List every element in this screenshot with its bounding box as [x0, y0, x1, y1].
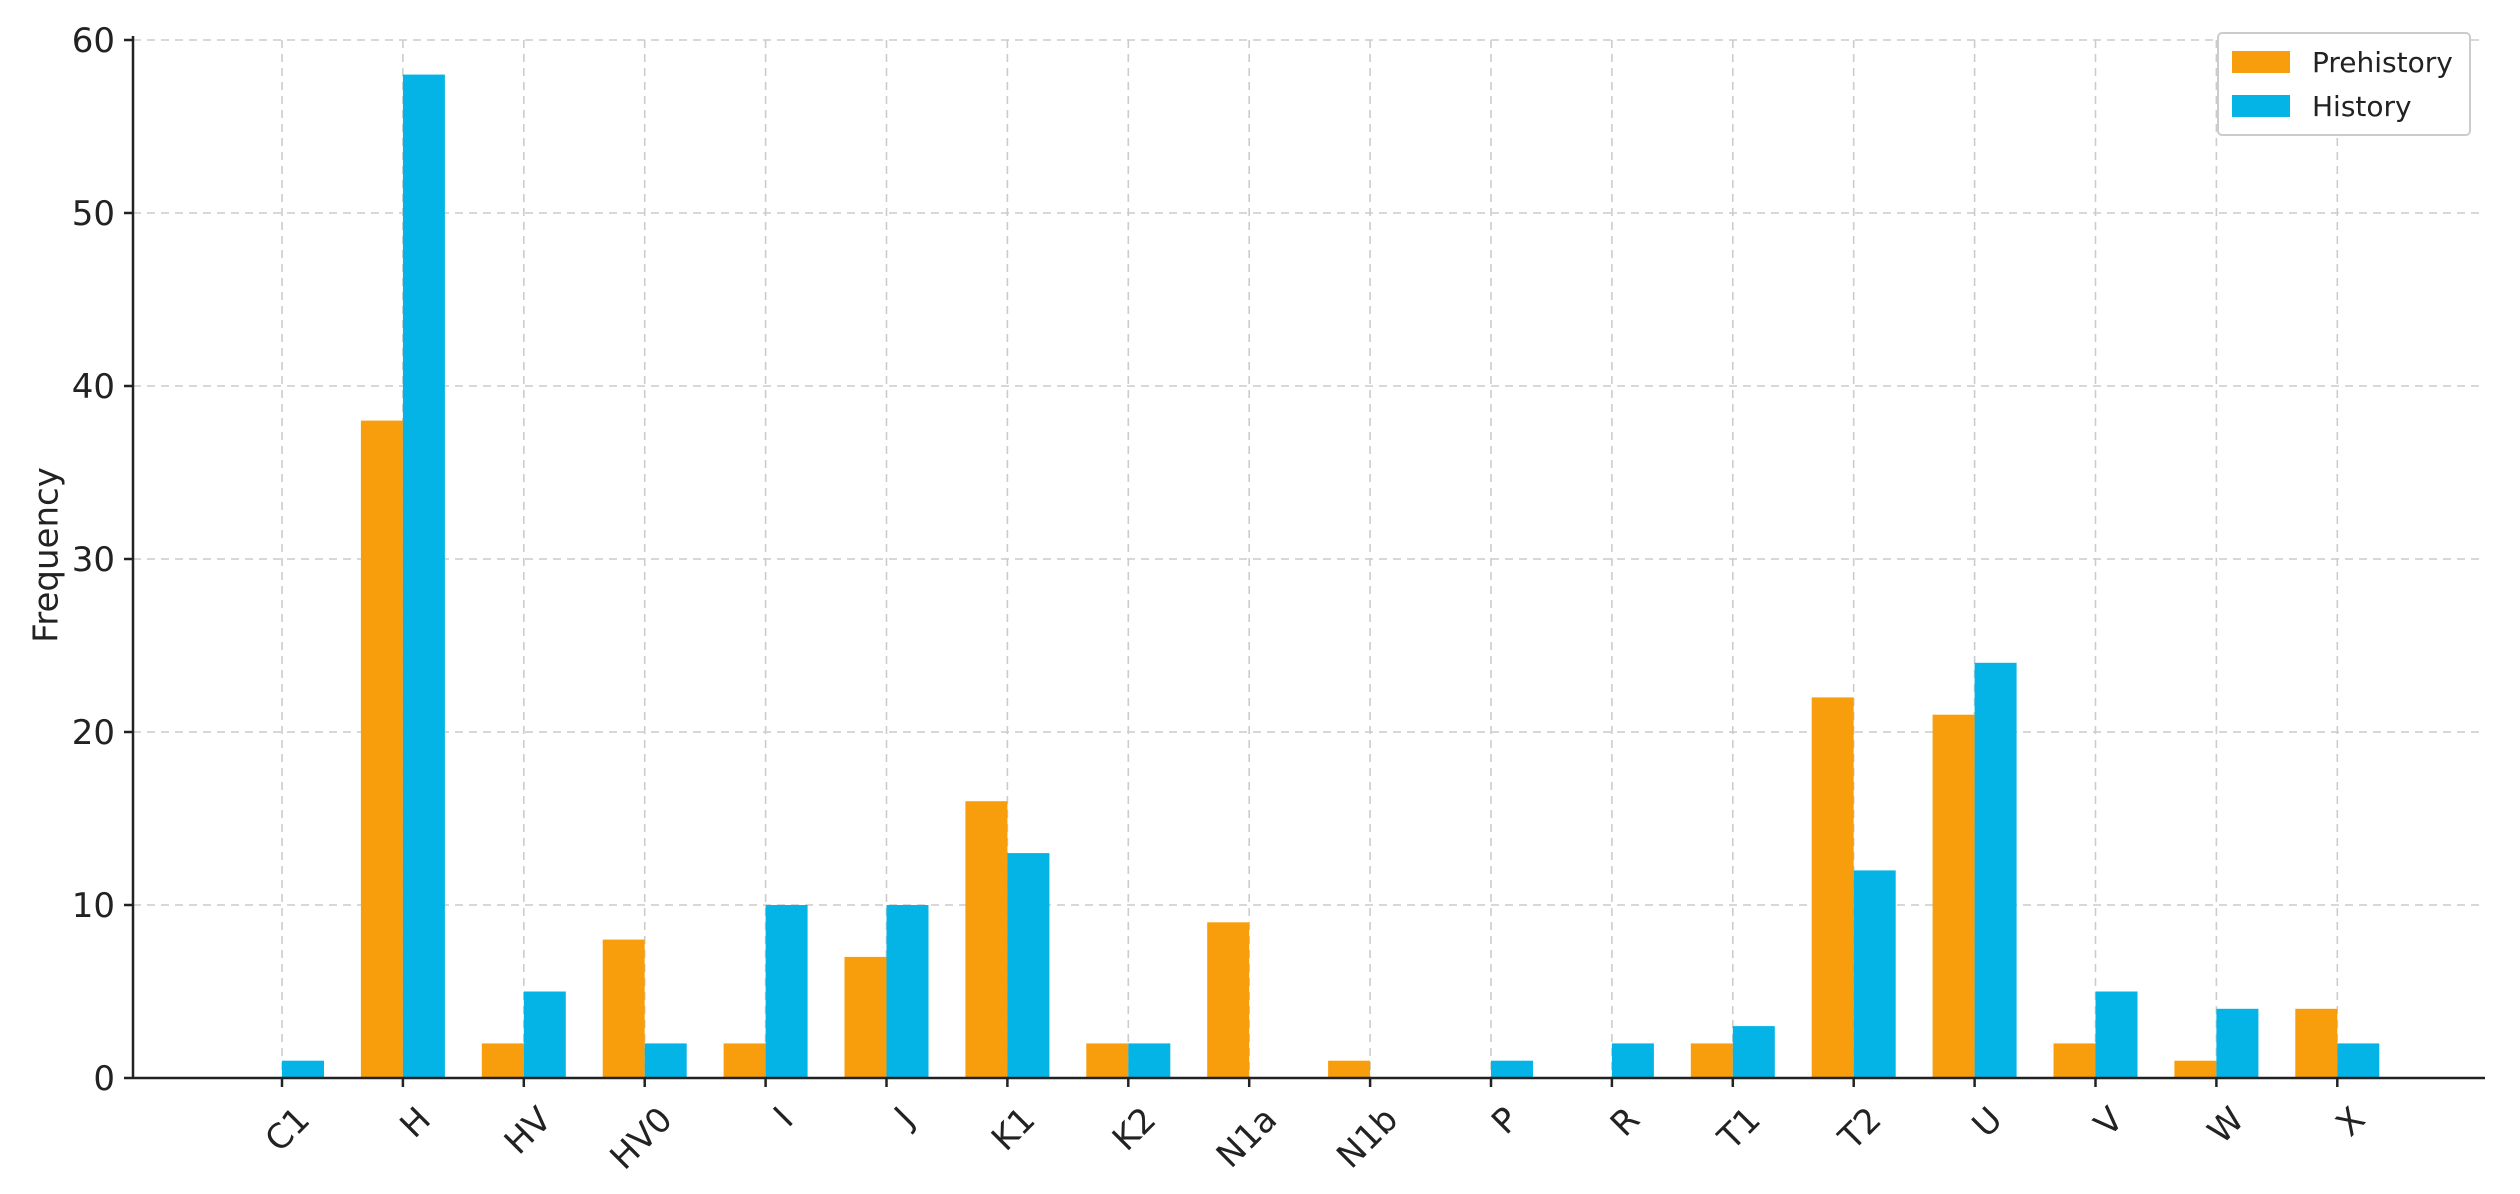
- y-tick-label: 40: [72, 367, 115, 407]
- x-tick-label: N1b: [1329, 1100, 1406, 1177]
- x-ticks: C1 H HV HV0 I J K1 K2 N1a N1b P R T1 T2 U V W X: [258, 1078, 2373, 1178]
- x-tick-label: K1: [984, 1100, 1043, 1159]
- bar-history-w: [2216, 1008, 2259, 1078]
- legend-swatch-history: [2232, 95, 2290, 117]
- bar-history-h: [402, 74, 445, 1079]
- bar-prehistory-k1: [965, 801, 1008, 1078]
- y-tick-label: 20: [72, 713, 115, 753]
- bar-history-hv0: [644, 1043, 687, 1078]
- axes: [131, 36, 2485, 1080]
- bar-history-v: [2095, 991, 2138, 1078]
- bar-history-x: [2337, 1043, 2380, 1078]
- y-ticks: 0 10 20 30 40 50 60: [72, 21, 133, 1099]
- x-tick-label: T1: [1710, 1100, 1769, 1159]
- y-axis-label: Frequency: [27, 467, 67, 643]
- y-tick-label: 60: [72, 21, 115, 61]
- bar-prehistory-w: [2174, 1060, 2217, 1078]
- bar-prehistory-k2: [1086, 1043, 1129, 1078]
- bar-history-i: [765, 905, 808, 1078]
- x-tick-label: J: [886, 1100, 923, 1137]
- bar-prehistory-n1b: [1328, 1060, 1371, 1078]
- bar-history-p: [1491, 1060, 1533, 1078]
- bar-history-c1: [282, 1060, 324, 1078]
- x-tick-label: I: [766, 1100, 801, 1135]
- x-tick-label: X: [2328, 1100, 2373, 1145]
- bar-prehistory-hv0: [602, 939, 645, 1078]
- x-tick-label: U: [1965, 1100, 2011, 1146]
- x-tick-label: C1: [258, 1100, 318, 1160]
- bar-prehistory-x: [2295, 1008, 2338, 1078]
- bar-prehistory-hv: [481, 1043, 524, 1078]
- x-tick-label: HV: [497, 1100, 560, 1163]
- legend-swatch-prehistory: [2232, 51, 2290, 73]
- bars: [282, 74, 2380, 1079]
- bar-prehistory-h: [360, 420, 403, 1079]
- x-tick-label: T2: [1831, 1100, 1890, 1159]
- x-tick-label: HV0: [602, 1100, 680, 1178]
- bar-history-t2: [1853, 870, 1896, 1078]
- x-tick-label: H: [392, 1100, 438, 1146]
- bar-history-j: [886, 905, 929, 1078]
- bar-prehistory-t2: [1811, 697, 1854, 1078]
- bar-history-k1: [1007, 853, 1050, 1078]
- bar-history-hv: [523, 991, 566, 1078]
- bar-prehistory-t1: [1690, 1043, 1733, 1078]
- x-tick-label: V: [2087, 1100, 2132, 1145]
- bar-history-t1: [1732, 1026, 1775, 1078]
- bar-prehistory-j: [844, 956, 887, 1078]
- x-tick-label: K2: [1105, 1100, 1164, 1159]
- grid: [133, 39, 2485, 1078]
- bar-prehistory-v: [2053, 1043, 2096, 1078]
- x-tick-label: N1a: [1209, 1100, 1285, 1176]
- x-tick-label: R: [1603, 1100, 1648, 1145]
- y-tick-label: 30: [72, 540, 115, 580]
- bar-prehistory-u: [1932, 714, 1975, 1078]
- y-tick-label: 0: [93, 1059, 115, 1099]
- legend-label-history: History: [2312, 90, 2412, 123]
- legend: Prehistory History: [2217, 32, 2471, 136]
- y-tick-label: 10: [72, 886, 115, 926]
- bar-prehistory-i: [723, 1043, 766, 1078]
- x-tick-label: W: [2200, 1100, 2252, 1152]
- legend-label-prehistory: Prehistory: [2312, 46, 2453, 79]
- bar-history-k2: [1128, 1043, 1171, 1078]
- y-tick-label: 50: [72, 194, 115, 234]
- bar-history-r: [1611, 1043, 1654, 1078]
- bar-prehistory-n1a: [1207, 922, 1250, 1078]
- x-tick-label: P: [1484, 1100, 1527, 1143]
- bar-history-u: [1974, 662, 2017, 1078]
